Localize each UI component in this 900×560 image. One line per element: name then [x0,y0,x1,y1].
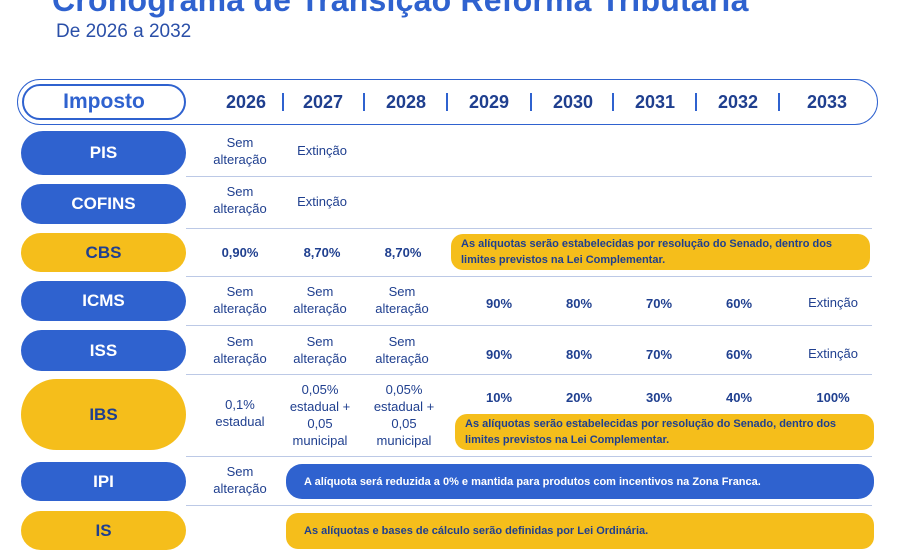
cell-icms-2032: 60% [725,296,753,311]
cell-pis-2026: Sem alteração [213,135,267,167]
year-separator [612,93,614,111]
tax-cbs: CBS [21,233,186,272]
note-ipi: A alíquota será reduzida a 0% e mantida … [286,464,874,499]
cell-iss-2032: 60% [725,347,753,362]
cell-ibs-2032: 40% [725,390,753,405]
cell-cofins-2026: Sem alteração [213,184,267,216]
note-is: As alíquotas e bases de cálculo serão de… [286,513,874,549]
cell-icms-2033: Extinção [808,295,858,310]
cell-cofins-2027: Extinção [297,194,347,209]
cell-ibs-2026: 0,1% estadual [215,397,265,429]
cell-icms-2028: Sem alteração [375,284,429,316]
year-separator [695,93,697,111]
cell-iss-2029: 90% [485,347,513,362]
year-separator [446,93,448,111]
row-divider [186,505,872,506]
tax-ibs: IBS [21,379,186,450]
page-subtitle: De 2026 a 2032 [56,21,192,42]
header-imposto: Imposto [22,84,186,120]
year-2033: 2033 [806,92,848,112]
cell-cbs-2027: 8,70% [303,245,341,260]
year-separator [363,93,365,111]
year-2028: 2028 [385,92,427,112]
year-2026: 2026 [225,92,267,112]
year-2029: 2029 [468,92,510,112]
year-separator [778,93,780,111]
cell-ibs-2031: 30% [645,390,673,405]
cell-iss-2027: Sem alteração [293,334,347,366]
tax-pis: PIS [21,131,186,175]
cell-ipi-2026: Sem alteração [213,464,267,496]
cell-iss-2031: 70% [645,347,673,362]
cell-cbs-2026: 0,90% [221,245,259,260]
cell-ibs-2033: 100% [816,390,850,405]
cell-iss-2033: Extinção [808,346,858,361]
tax-icms: ICMS [21,281,186,321]
year-2027: 2027 [302,92,344,112]
table-header [17,79,878,125]
row-divider [186,325,872,326]
row-divider [186,276,872,277]
cell-icms-2027: Sem alteração [293,284,347,316]
cell-cbs-2028: 8,70% [384,245,422,260]
note-cbs: As alíquotas serão estabelecidas por res… [451,234,870,270]
row-divider [186,374,872,375]
year-separator [282,93,284,111]
cell-icms-2031: 70% [645,296,673,311]
row-divider [186,176,872,177]
year-2030: 2030 [552,92,594,112]
cell-ibs-2029: 10% [485,390,513,405]
cell-iss-2026: Sem alteração [213,334,267,366]
note-ibs: As alíquotas serão estabelecidas por res… [455,414,874,450]
row-divider [186,228,872,229]
year-2032: 2032 [717,92,759,112]
cell-iss-2028: Sem alteração [375,334,429,366]
row-divider [186,456,872,457]
tax-cofins: COFINS [21,184,186,224]
cell-iss-2030: 80% [565,347,593,362]
cell-ibs-2027: 0,05% estadual + 0,05 municipal [289,382,351,448]
tax-is: IS [21,511,186,550]
cell-icms-2029: 90% [485,296,513,311]
tax-iss: ISS [21,330,186,371]
tax-ipi: IPI [21,462,186,501]
year-2031: 2031 [634,92,676,112]
year-separator [530,93,532,111]
cell-icms-2026: Sem alteração [213,284,267,316]
page-title: Cronograma de Transição Reforma Tributár… [52,0,749,18]
cell-ibs-2028: 0,05% estadual + 0,05 municipal [373,382,435,448]
cell-ibs-2030: 20% [565,390,593,405]
cell-icms-2030: 80% [565,296,593,311]
cell-pis-2027: Extinção [297,143,347,158]
